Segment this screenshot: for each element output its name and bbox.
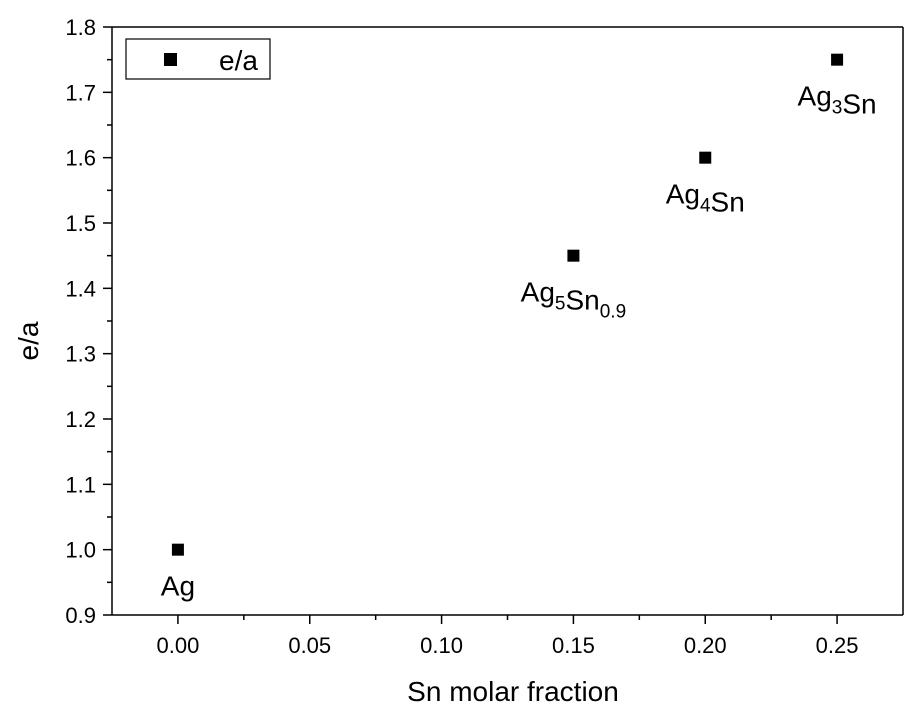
annotation-subscript: 5 (555, 294, 566, 315)
data-points (171, 53, 844, 556)
y-tick-label: 1.2 (65, 407, 96, 432)
x-tick-label: 0.20 (684, 633, 727, 658)
x-tick-label: 0.00 (157, 633, 200, 658)
annotation-text: Sn (842, 89, 876, 120)
annotation-text: Ag (798, 81, 832, 112)
x-tick-label: 0.25 (816, 633, 859, 658)
annotation-text: Ag (161, 571, 195, 602)
y-ticks: 0.9 1.0 1.1 1.2 1.3 1.4 1.5 1.6 1.7 1.8 (65, 15, 112, 628)
point-annotation: Ag3Sn (798, 81, 877, 120)
y-tick-label: 1.6 (65, 146, 96, 171)
x-axis-title: Sn molar fraction (407, 676, 619, 707)
annotation-text: Ag (521, 277, 555, 308)
annotation-subscript: 4 (700, 196, 711, 217)
y-tick-label: 1.8 (65, 15, 96, 40)
legend: e/a (125, 38, 271, 80)
y-tick-label: 1.3 (65, 342, 96, 367)
x-tick-label: 0.05 (288, 633, 331, 658)
data-point (699, 151, 712, 164)
data-point (831, 53, 844, 66)
legend-box (125, 38, 271, 80)
x-ticks: 0.00 0.05 0.10 0.15 0.20 0.25 (157, 615, 859, 658)
y-tick-label: 1.0 (65, 538, 96, 563)
y-tick-label: 1.5 (65, 211, 96, 236)
point-annotation: Ag (161, 571, 195, 602)
y-tick-label: 1.4 (65, 276, 96, 301)
x-tick-label: 0.15 (552, 633, 595, 658)
plot-frame (111, 26, 904, 616)
point-annotation: Ag4Sn (666, 179, 745, 218)
x-tick-label: 0.10 (420, 633, 463, 658)
legend-label: e/a (219, 45, 258, 76)
y-tick-label: 0.9 (65, 603, 96, 628)
data-point (171, 543, 184, 556)
annotation-subscript: 3 (832, 98, 843, 119)
annotation-text: Sn (711, 187, 745, 218)
annotation-text: Sn (565, 285, 599, 316)
data-point (567, 249, 580, 262)
legend-marker (164, 53, 177, 66)
y-tick-label: 1.7 (65, 80, 96, 105)
y-tick-label: 1.1 (65, 472, 96, 497)
y-axis-title: e/a (13, 321, 44, 360)
annotation-subscript: 0.9 (600, 302, 626, 323)
point-annotation: Ag5Sn0.9 (521, 277, 627, 323)
annotation-text: Ag (666, 179, 700, 210)
